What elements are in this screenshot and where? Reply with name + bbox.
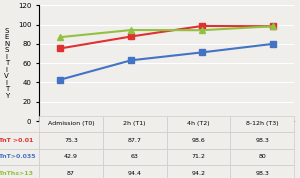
TnThs>13 [58,36,62,38]
Line: TnT >0.01: TnT >0.01 [58,23,275,51]
TnThs>13 [271,25,275,27]
Line: TnT>0.035: TnT>0.035 [58,41,275,82]
Y-axis label: S
E
N
S
I
T
I
V
I
T
Y: S E N S I T I V I T Y [4,28,9,99]
Line: TnThs>13: TnThs>13 [58,23,275,40]
TnT>0.035 [271,43,275,45]
TnT>0.035 [129,59,133,61]
TnT >0.01 [271,25,275,27]
TnT >0.01 [58,47,62,49]
TnT >0.01 [129,35,133,38]
TnT>0.035 [200,51,204,53]
TnT>0.035 [58,79,62,81]
TnThs>13 [200,29,204,31]
TnT >0.01 [200,25,204,27]
TnThs>13 [129,29,133,31]
